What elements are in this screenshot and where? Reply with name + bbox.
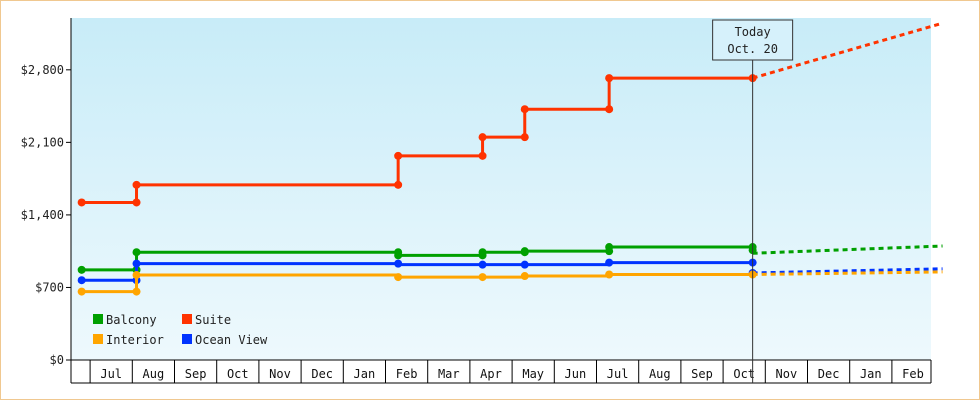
data-point [394, 180, 403, 189]
x-tick-label: Aug [649, 367, 671, 381]
x-tick-label: Sep [185, 367, 207, 381]
data-point [520, 247, 529, 256]
series-forecast-line [752, 267, 943, 275]
legend-label: Suite [195, 313, 231, 327]
x-tick-label: Apr [480, 367, 502, 381]
data-point [394, 273, 403, 282]
legend-label: Interior [106, 333, 164, 347]
data-point [478, 151, 487, 160]
data-point [605, 74, 614, 83]
x-tick-label: Dec [818, 367, 840, 381]
y-tick-label: $2,100 [21, 135, 64, 149]
x-tick-label: Jan [860, 367, 882, 381]
data-point [520, 105, 529, 114]
today-date: Oct. 20 [727, 42, 778, 56]
y-tick-label: $700 [35, 280, 64, 294]
x-tick-label: Nov [776, 367, 798, 381]
x-axis: Jul Aug Sep Oct Nov Dec Jan Feb Mar Apr May Jun Jul A… [71, 359, 932, 384]
x-tick-label: Jul [607, 367, 629, 381]
y-tick-label: $0 [50, 353, 64, 367]
today-box [712, 19, 794, 61]
data-point [394, 259, 403, 268]
data-point [132, 248, 141, 257]
data-point [77, 276, 86, 285]
x-tick-label: May [522, 367, 544, 381]
x-tick-label: Feb [902, 367, 924, 381]
data-point [520, 260, 529, 269]
legend: Balcony Suite Interior Ocean View [93, 313, 268, 347]
x-tick-label: Dec [311, 367, 333, 381]
data-point [394, 251, 403, 260]
series-suite [77, 21, 943, 207]
x-tick-label: Sep [691, 367, 713, 381]
data-point [478, 260, 487, 269]
series-forecast-line [752, 270, 943, 276]
plot-area [71, 18, 931, 360]
data-point [132, 287, 141, 296]
y-tick-label: $2,800 [21, 63, 64, 77]
x-tick-label: Feb [396, 367, 418, 381]
data-point [478, 273, 487, 282]
data-point [520, 133, 529, 142]
data-point [605, 105, 614, 114]
x-tick-label: Aug [143, 367, 165, 381]
data-point [132, 180, 141, 189]
data-point [132, 271, 141, 280]
legend-swatch [182, 314, 192, 324]
data-point [394, 151, 403, 160]
x-tick-label: Oct [733, 367, 755, 381]
y-tick-label: $1,400 [21, 208, 64, 222]
today-label: Today [735, 25, 771, 39]
today-marker: Today Oct. 20 [712, 19, 794, 383]
data-point [478, 133, 487, 142]
legend-swatch [93, 334, 103, 344]
y-axis: $0 $700 $1,400 $2,100 $2,800 [21, 18, 72, 383]
data-point [132, 259, 141, 268]
x-tick-label: Nov [269, 367, 291, 381]
series-forecast-line [752, 244, 943, 255]
series-interior [77, 270, 943, 296]
legend-label: Balcony [106, 313, 157, 327]
data-point [77, 198, 86, 207]
x-tick-label: Oct [227, 367, 249, 381]
x-tick-label: Jan [354, 367, 376, 381]
legend-swatch [93, 314, 103, 324]
data-point [77, 265, 86, 274]
data-point [605, 258, 614, 267]
data-point [605, 243, 614, 252]
data-point [77, 287, 86, 296]
x-tick-label: Jun [565, 367, 587, 381]
x-tick-label: Jul [100, 367, 122, 381]
x-tick-label: Mar [438, 367, 460, 381]
data-point [478, 248, 487, 257]
legend-label: Ocean View [195, 333, 268, 347]
data-point [520, 272, 529, 281]
data-point [132, 198, 141, 207]
legend-swatch [182, 334, 192, 344]
series-forecast-line [752, 21, 943, 80]
data-point [605, 270, 614, 279]
